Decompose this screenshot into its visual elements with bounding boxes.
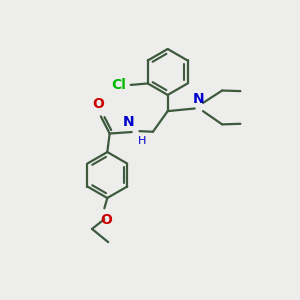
Text: N: N (193, 92, 204, 106)
Text: N: N (123, 115, 135, 129)
Text: H: H (138, 136, 147, 146)
Text: O: O (100, 213, 112, 227)
Text: Cl: Cl (111, 78, 126, 92)
Text: O: O (92, 97, 104, 111)
